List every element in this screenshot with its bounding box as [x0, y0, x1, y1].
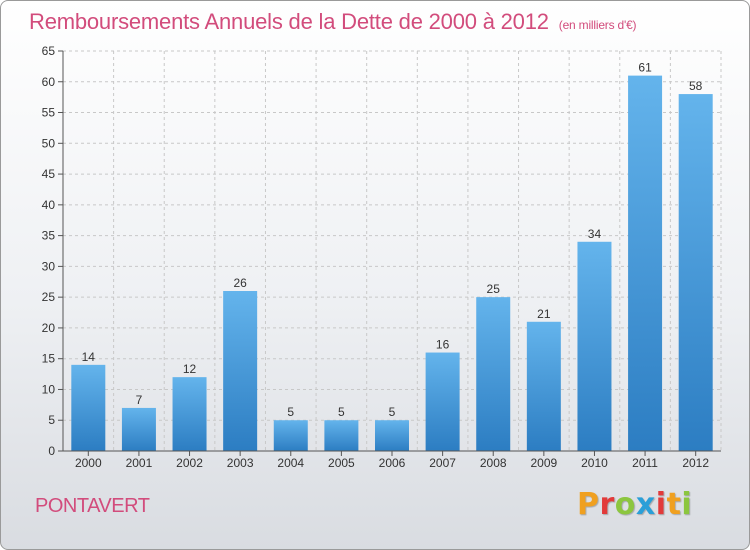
y-tick-label: 55	[42, 106, 56, 120]
x-tick-label: 2012	[682, 456, 709, 470]
bar-2002	[172, 377, 207, 451]
bar-2012	[678, 94, 713, 452]
x-tick-label: 2005	[328, 456, 355, 470]
brand-letter: P	[577, 487, 600, 522]
y-tick-label: 50	[42, 136, 56, 150]
y-tick-label: 45	[42, 167, 56, 181]
value-label: 21	[537, 307, 551, 321]
x-tick-label: 2009	[530, 456, 557, 470]
chart-title: Remboursements Annuels de la Dette de 20…	[29, 9, 637, 35]
brand-letter: r	[599, 487, 615, 522]
x-tick-label: 2001	[126, 456, 153, 470]
bar-2009	[526, 321, 561, 451]
value-label: 61	[638, 61, 652, 75]
value-label: 5	[338, 405, 345, 419]
brand-letter: o	[614, 487, 636, 522]
bar-2004	[273, 420, 308, 451]
y-tick-label: 65	[42, 44, 56, 58]
x-tick-label: 2003	[227, 456, 254, 470]
value-label: 26	[233, 276, 247, 290]
brand-letter: i	[655, 487, 667, 522]
value-label: 58	[689, 79, 703, 93]
labels: 0510152025303540455055606514200072001122…	[42, 44, 710, 470]
bar-2003	[223, 291, 258, 451]
value-label: 25	[487, 282, 501, 296]
bar-2005	[324, 420, 359, 451]
commune-name: PONTAVERT	[35, 495, 150, 517]
value-label: 34	[588, 227, 602, 241]
y-tick-label: 40	[42, 198, 56, 212]
y-tick-label: 0	[48, 444, 55, 458]
chart-unit: (en milliers d'€)	[558, 18, 637, 32]
chart-title-text: Remboursements Annuels de la Dette de 20…	[29, 9, 549, 34]
y-tick-label: 15	[42, 352, 56, 366]
grid-lines	[62, 50, 722, 451]
x-tick-label: 2010	[581, 456, 608, 470]
bar-2006	[375, 420, 409, 451]
value-label: 7	[136, 393, 143, 407]
x-tick-label: 2011	[632, 456, 658, 470]
y-tick-label: 20	[42, 321, 56, 335]
y-tick-label: 10	[42, 382, 56, 396]
y-tick-label: 60	[42, 75, 56, 89]
bar-2001	[121, 407, 156, 451]
value-label: 5	[389, 405, 396, 419]
bar-2007	[425, 352, 460, 451]
brand-letter: x	[635, 487, 656, 522]
bar-2011	[628, 75, 663, 451]
value-label: 5	[287, 405, 294, 419]
y-tick-label: 30	[42, 259, 56, 273]
brand-letter: i	[681, 487, 693, 522]
y-tick-label: 5	[48, 413, 55, 427]
value-label: 14	[82, 350, 96, 364]
x-tick-label: 2000	[75, 456, 102, 470]
y-tick-label: 25	[42, 290, 56, 304]
x-tick-label: 2004	[277, 456, 304, 470]
brand-logo: Proxiti	[577, 487, 692, 522]
x-tick-label: 2008	[480, 456, 507, 470]
value-label: 12	[183, 362, 197, 376]
y-tick-label: 35	[42, 229, 56, 243]
bar-2008	[476, 297, 511, 451]
axes	[58, 50, 721, 456]
x-tick-label: 2002	[176, 456, 203, 470]
bars	[71, 75, 713, 452]
brand-letter: t	[666, 487, 682, 522]
x-tick-label: 2007	[429, 456, 456, 470]
bar-2000	[71, 364, 106, 451]
x-tick-label: 2006	[379, 456, 406, 470]
value-label: 16	[436, 338, 450, 352]
bar-2010	[577, 241, 612, 451]
